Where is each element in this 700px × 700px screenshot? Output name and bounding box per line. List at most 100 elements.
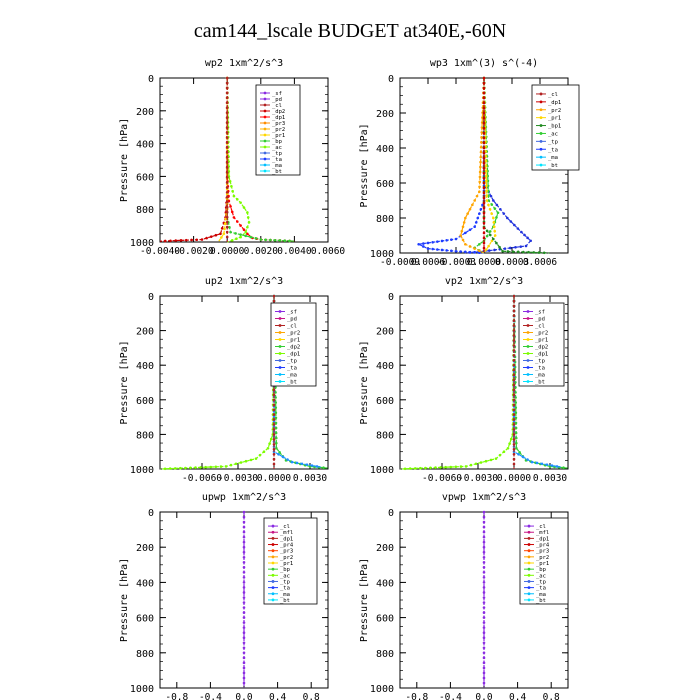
series-marker: [242, 228, 246, 231]
y-axis-label: Pressure [hPa]: [119, 558, 130, 642]
series-marker: [422, 245, 425, 248]
series-marker: [487, 194, 490, 197]
y-tick-label: 400: [376, 361, 394, 372]
legend-box: [255, 84, 301, 176]
series-marker: [179, 239, 183, 242]
series-marker: [242, 560, 246, 564]
legend-marker: [263, 103, 267, 107]
series-marker: [288, 239, 291, 243]
series-marker: [516, 250, 520, 254]
series-marker: [454, 465, 458, 469]
series-marker: [478, 180, 482, 184]
legend-label: _tp: [280, 579, 290, 585]
series-marker: [512, 393, 516, 397]
series-marker: [246, 216, 250, 219]
legend-marker: [527, 598, 531, 602]
series-marker: [242, 606, 246, 609]
series-marker: [485, 194, 488, 197]
series-marker: [482, 576, 486, 579]
y-tick-label: 1000: [130, 238, 154, 249]
series-marker: [290, 460, 294, 464]
series-marker: [242, 520, 246, 524]
legend-label: _bt: [548, 163, 558, 169]
series-marker: [272, 418, 276, 421]
series-marker: [527, 250, 530, 254]
legend-label: _ac: [548, 131, 558, 137]
legend-label: _pr2: [536, 555, 549, 561]
legend-label: _pr2: [287, 331, 300, 337]
series-marker: [512, 410, 516, 413]
panel-title: up2 1xm^2/s^3: [205, 276, 283, 287]
series-marker: [478, 249, 481, 253]
series-marker: [232, 216, 236, 219]
series-marker: [242, 206, 246, 209]
legend-box: [518, 302, 565, 387]
series-marker: [550, 464, 554, 467]
series-marker: [473, 247, 476, 250]
series-marker: [163, 239, 167, 243]
series-line-dp2: [159, 78, 228, 242]
series-marker: [512, 420, 516, 423]
series-marker: [229, 205, 232, 208]
panel-6: vpwp 1xm^2/s^3 Pressure [hPa] 0 200 400 600 80…: [359, 492, 569, 700]
y-tick-label: 200: [136, 107, 154, 118]
series-marker: [532, 251, 536, 254]
series-marker: [232, 194, 236, 198]
legend-marker: [263, 115, 267, 119]
series-marker: [519, 245, 523, 248]
series-marker: [482, 116, 486, 120]
series-marker: [445, 249, 448, 252]
y-tick-label: 200: [136, 327, 154, 338]
legend-marker: [278, 331, 282, 334]
legend-label: _ta: [280, 586, 290, 592]
series-marker: [281, 455, 285, 459]
series-marker: [482, 550, 486, 554]
y-tick-label: 200: [376, 109, 394, 120]
series-marker: [247, 221, 251, 224]
series-marker: [482, 241, 486, 245]
series-marker: [514, 431, 518, 435]
series-marker: [473, 199, 476, 202]
series-marker: [440, 239, 444, 243]
series-marker: [480, 136, 483, 139]
x-tick-label: -0.0030: [458, 473, 498, 484]
series-marker: [163, 467, 167, 471]
legend-label: _tp: [287, 359, 297, 365]
legend-label: _pr4: [536, 543, 550, 549]
series-marker: [440, 248, 444, 252]
series-marker: [512, 433, 516, 436]
series-marker: [482, 181, 486, 185]
series-marker: [242, 540, 246, 544]
series-marker: [234, 232, 237, 235]
series-marker: [484, 164, 488, 168]
series-marker: [275, 441, 278, 445]
legend-marker: [527, 530, 531, 534]
series-marker: [478, 170, 482, 174]
series-marker: [242, 510, 246, 514]
legend-marker: [278, 380, 282, 383]
series-marker: [542, 251, 546, 255]
panel-3: up2 1xm^2/s^3 Pressure [hPa] 0 200 400 600 800…: [119, 276, 329, 484]
series-marker: [272, 447, 276, 451]
y-tick-label: 400: [376, 578, 394, 589]
x-tick-label: 0.8: [543, 692, 560, 700]
series-marker: [482, 186, 486, 190]
series-marker: [512, 358, 516, 362]
series-marker: [479, 165, 482, 169]
series-marker: [246, 232, 249, 236]
series-marker: [482, 101, 486, 105]
series-marker: [468, 207, 472, 211]
panel-title: wp3 1xm^(3) s^(-4): [430, 58, 538, 69]
series-marker: [478, 251, 481, 255]
series-marker: [512, 418, 516, 421]
series-marker: [482, 656, 486, 660]
legend-marker: [526, 345, 530, 348]
legend-marker: [526, 331, 530, 334]
series-marker: [225, 200, 229, 204]
x-tick-label: -0.0060: [422, 473, 462, 484]
legend-label: _tp: [535, 359, 545, 365]
series-marker: [242, 646, 246, 650]
y-tick-label: 400: [136, 140, 154, 151]
series-marker: [235, 220, 239, 223]
